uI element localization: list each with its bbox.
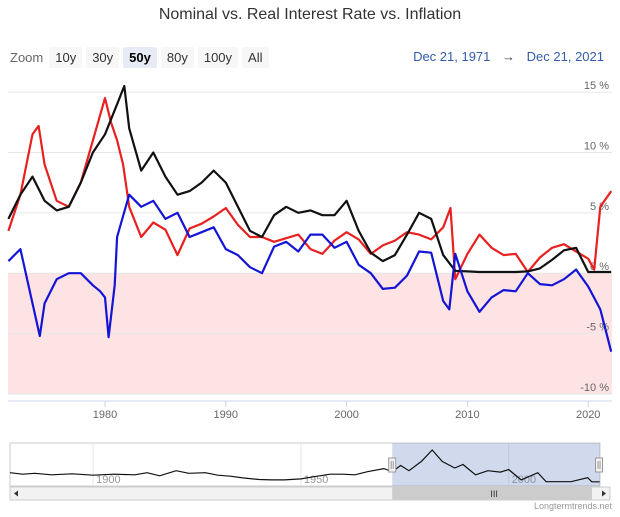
x-tick-label: 2020 — [576, 409, 600, 421]
navigator-right-handle[interactable] — [595, 457, 603, 473]
zoom-button-100y[interactable]: 100y — [197, 46, 239, 68]
date-range: Dec 21, 1971 → Dec 21, 2021 — [411, 49, 606, 64]
zoom-button-80y[interactable]: 80y — [160, 46, 194, 68]
x-tick-label: 2000 — [334, 409, 358, 421]
y-tick-label: 15 % — [584, 80, 609, 92]
credit-text: Longtermtrends.net — [533, 501, 612, 511]
zoom-button-all[interactable]: All — [242, 46, 269, 68]
navigator-frame — [9, 442, 601, 487]
y-tick-label: 10 % — [584, 140, 609, 152]
range-arrow: → — [502, 49, 516, 64]
x-tick-label: 1990 — [214, 409, 238, 421]
plot-area: 15 %10 %5 %0 %-5 %-10 %1980 1990 2000 2010 2… — [7, 80, 613, 421]
series-line-2 — [7, 84, 612, 274]
zoom-button-10y[interactable]: 10y — [49, 46, 83, 68]
navigator-left-handle[interactable] — [388, 457, 397, 473]
navigator-tick-label: 1900 — [96, 474, 120, 486]
x-tick-label: 1980 — [93, 409, 117, 421]
navigator[interactable]: 190019502000III — [9, 442, 611, 501]
series-line-1 — [7, 97, 613, 281]
x-tick-label: 2010 — [455, 409, 479, 421]
y-tick-label: -10 % — [580, 382, 609, 394]
scroll-left-arrow-icon[interactable] — [14, 490, 18, 497]
zoom-bar: Zoom 10y 30y 50y 80y 100y All — [10, 46, 273, 68]
scroll-right-arrow-icon[interactable] — [602, 490, 606, 497]
range-from-input[interactable]: Dec 21, 1971 — [413, 49, 491, 64]
navigator-series-line — [9, 449, 600, 483]
scrollbar-thumb[interactable] — [392, 487, 592, 500]
scrollbar-grip: III — [490, 489, 498, 499]
range-to-input[interactable]: Dec 21, 2021 — [526, 49, 604, 64]
series-line-3 — [7, 193, 613, 352]
zoom-button-50y[interactable]: 50y — [123, 46, 157, 68]
chart-title: Nominal vs. Real Interest Rate vs. Infla… — [158, 6, 462, 23]
zoom-label: Zoom — [10, 49, 44, 65]
zoom-button-30y[interactable]: 30y — [86, 46, 120, 68]
navigator-selection — [392, 443, 600, 486]
